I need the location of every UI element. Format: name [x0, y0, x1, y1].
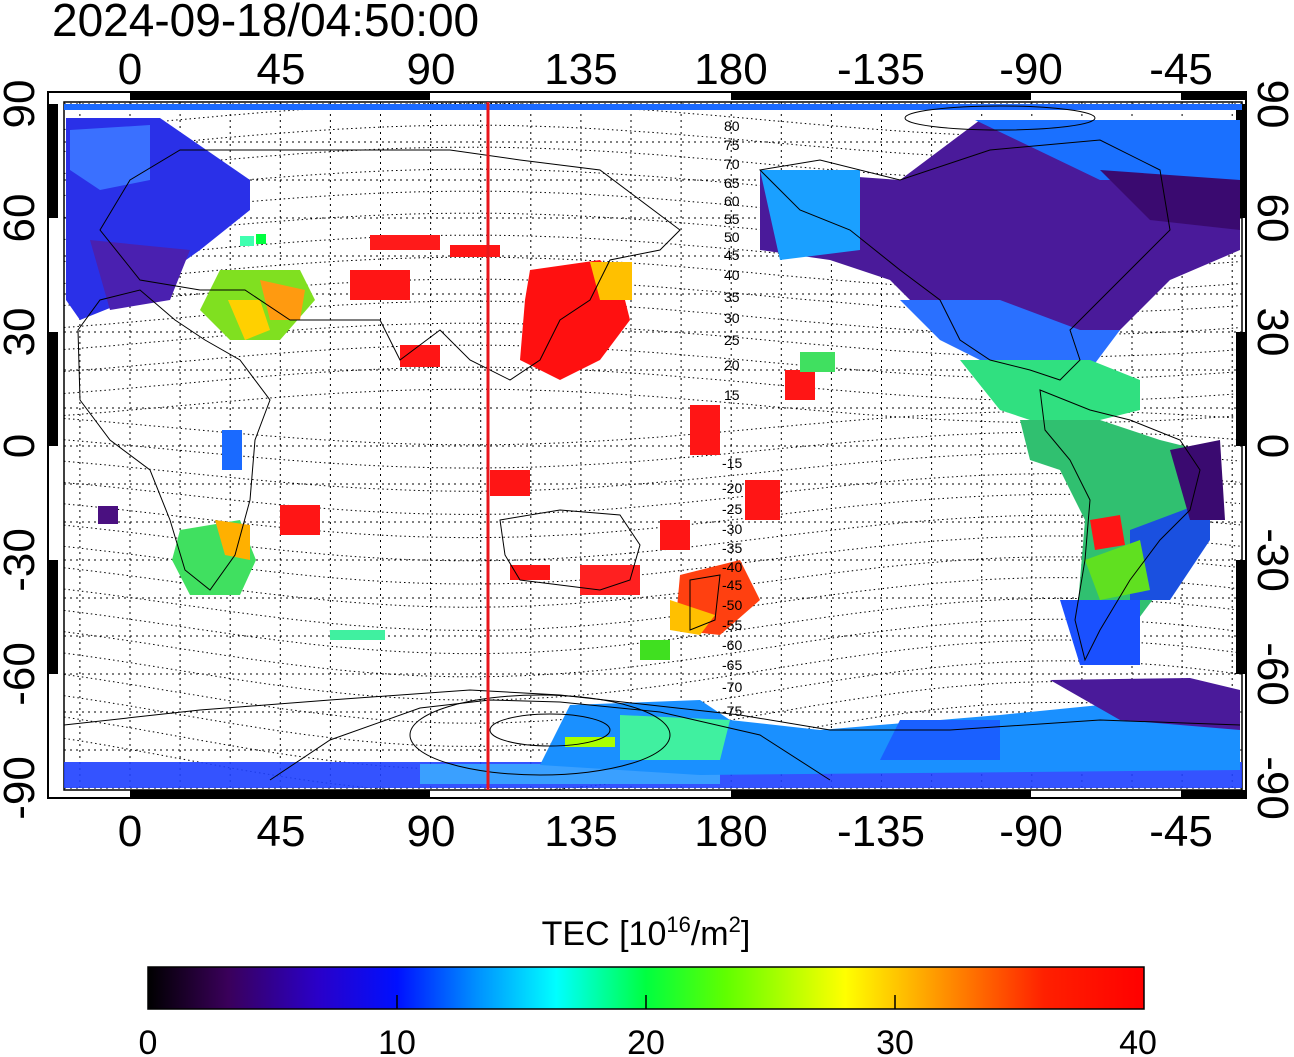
left-lat-tick-m60: -60	[0, 642, 44, 706]
geomagnetic-contour	[64, 514, 1241, 562]
geomagnetic-contour	[64, 452, 1241, 492]
right-latitude-axis: 90 60 30 0 -30 -60 -90	[1248, 80, 1294, 820]
geomagnetic-contour	[64, 681, 1241, 747]
geomag-label: 45	[724, 247, 740, 263]
geomag-label: 55	[724, 211, 740, 227]
colorbar-tick-0: 0	[139, 1024, 158, 1057]
bottom-longitude-axis: 0 45 90 135 180 -135 -90 -45	[118, 807, 1213, 856]
top-lon-tick-m135: -135	[837, 45, 925, 94]
left-lat-tick-60: 60	[0, 194, 44, 243]
geomag-label: 15	[724, 387, 740, 403]
colorbar-tick-30: 30	[876, 1024, 914, 1057]
geomag-label: 30	[724, 310, 740, 326]
left-lat-tick-m30: -30	[0, 528, 44, 592]
geomag-label: -20	[722, 480, 742, 496]
bottom-lon-tick-180: 180	[694, 807, 767, 856]
right-lat-tick-m30: -30	[1248, 528, 1294, 592]
geomagnetic-contour	[64, 701, 1241, 771]
left-lat-tick-90: 90	[0, 80, 44, 129]
colorbar-tick-40: 40	[1119, 1024, 1157, 1057]
geomag-label: -60	[722, 637, 742, 653]
geomag-label: -65	[722, 657, 742, 673]
top-lon-tick-45: 45	[257, 45, 306, 94]
geomagnetic-contour	[64, 597, 1241, 655]
right-lat-tick-m60: -60	[1248, 642, 1294, 706]
geomag-label: 35	[724, 289, 740, 305]
geomag-label: 75	[724, 137, 740, 153]
colorbar-tick-20: 20	[627, 1024, 665, 1057]
geomag-label: 20	[724, 357, 740, 373]
colorbar-title: TEC [1016/m2]	[542, 912, 751, 953]
geomagnetic-labels-south: -15 -20 -25 -30 -35 -40 -45 -50 -55 -60 …	[722, 455, 742, 719]
geomagnetic-contour	[64, 493, 1241, 539]
bottom-lon-tick-135: 135	[544, 807, 617, 856]
right-lat-tick-0: 0	[1248, 434, 1294, 458]
left-lat-tick-0: 0	[0, 434, 44, 458]
geomagnetic-contour	[64, 618, 1241, 678]
coastlines	[64, 105, 1241, 781]
geomagnetic-contour	[64, 556, 1241, 608]
geomag-label: -15	[722, 455, 742, 471]
bottom-lon-tick-90: 90	[407, 807, 456, 856]
geomagnetic-contour	[64, 639, 1241, 701]
bottom-lon-tick-m90: -90	[999, 807, 1063, 856]
right-lat-tick-30: 30	[1248, 308, 1294, 357]
timestamp-title: 2024-09-18/04:50:00	[52, 0, 480, 46]
geomag-label: -75	[722, 703, 742, 719]
geomag-label: -35	[722, 540, 742, 556]
geomag-label: -50	[722, 597, 742, 613]
geomag-label: 70	[724, 156, 740, 172]
bottom-lon-tick-m135: -135	[837, 807, 925, 856]
top-lon-tick-180: 180	[694, 45, 767, 94]
top-lon-tick-135: 135	[544, 45, 617, 94]
right-lat-tick-60: 60	[1248, 194, 1294, 243]
colorbar-tick-10: 10	[378, 1024, 416, 1057]
top-lon-tick-0: 0	[118, 45, 142, 94]
top-lon-tick-m45: -45	[1149, 45, 1213, 94]
bottom-lon-tick-0: 0	[118, 807, 142, 856]
geomag-label: 50	[724, 229, 740, 245]
bottom-lon-tick-m45: -45	[1149, 807, 1213, 856]
geomagnetic-contour	[64, 535, 1241, 585]
geomag-label: -40	[722, 559, 742, 575]
right-lat-tick-90: 90	[1248, 80, 1294, 129]
bottom-lon-tick-45: 45	[257, 807, 306, 856]
geomag-label: -70	[722, 679, 742, 695]
left-latitude-axis: 90 60 30 0 -30 -60 -90	[0, 80, 44, 820]
left-lat-tick-30: 30	[0, 308, 44, 357]
geomag-label: -45	[722, 577, 742, 593]
left-lat-tick-m90: -90	[0, 756, 44, 820]
geomag-label: 25	[724, 332, 740, 348]
geomag-label: 60	[724, 193, 740, 209]
top-lon-tick-m90: -90	[999, 45, 1063, 94]
geomag-label: -55	[722, 617, 742, 633]
geomag-label: 65	[724, 175, 740, 191]
geomagnetic-contour	[64, 473, 1241, 515]
geomagnetic-contour	[64, 577, 1241, 631]
geomag-label: -25	[722, 501, 742, 517]
geomag-label: -30	[722, 521, 742, 537]
geomag-label: 40	[724, 267, 740, 283]
top-lon-tick-90: 90	[407, 45, 456, 94]
right-lat-tick-m90: -90	[1248, 756, 1294, 820]
geomagnetic-labels-north: 80 75 70 65 60 55 50 45 40 35 30 25 20 1…	[724, 118, 740, 403]
geomag-label: 80	[724, 118, 740, 134]
top-longitude-axis: 0 45 90 135 180 -135 -90 -45	[118, 45, 1213, 94]
colorbar: TEC [1016/m2] 0 10 20 30 40	[139, 912, 1157, 1057]
